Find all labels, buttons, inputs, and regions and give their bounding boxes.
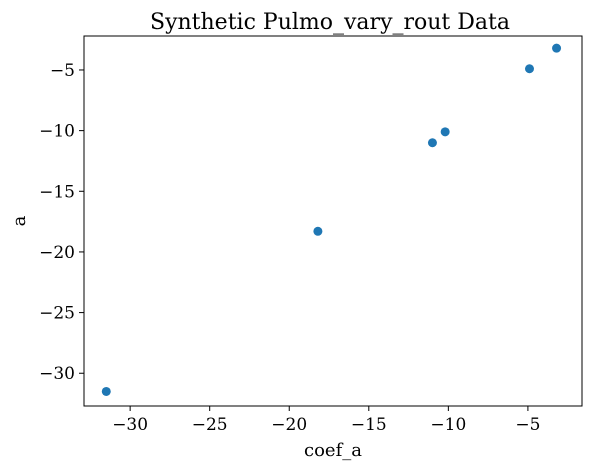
- y-tick-label: −25: [39, 304, 75, 324]
- scatter-point: [313, 226, 323, 236]
- scatter-point: [440, 127, 450, 137]
- x-axis: −30 −25 −20 −15 −10 −5: [112, 406, 540, 435]
- x-tick-label: −15: [351, 415, 387, 435]
- scatter-point: [552, 43, 562, 53]
- scatter-point: [427, 138, 437, 148]
- x-tick-label: −5: [515, 415, 540, 435]
- scatter-point: [524, 64, 534, 74]
- x-tick-label: −30: [112, 415, 148, 435]
- y-axis-label: a: [9, 215, 30, 226]
- y-axis: −5 −10 −15 −20 −25 −30: [39, 61, 84, 384]
- x-axis-label: coef_a: [304, 440, 362, 461]
- chart-title: Synthetic Pulmo_vary_rout Data: [150, 10, 510, 35]
- x-tick-label: −25: [192, 415, 228, 435]
- x-tick-label: −20: [271, 415, 307, 435]
- y-tick-label: −5: [50, 61, 75, 81]
- scatter-point: [101, 386, 111, 396]
- y-tick-label: −30: [39, 364, 75, 384]
- plot-frame: [83, 35, 583, 407]
- y-tick-label: −10: [39, 122, 75, 142]
- x-tick-label: −10: [430, 415, 466, 435]
- y-tick-label: −20: [39, 243, 75, 263]
- y-tick-label: −15: [39, 182, 75, 202]
- plot-area: [101, 43, 562, 396]
